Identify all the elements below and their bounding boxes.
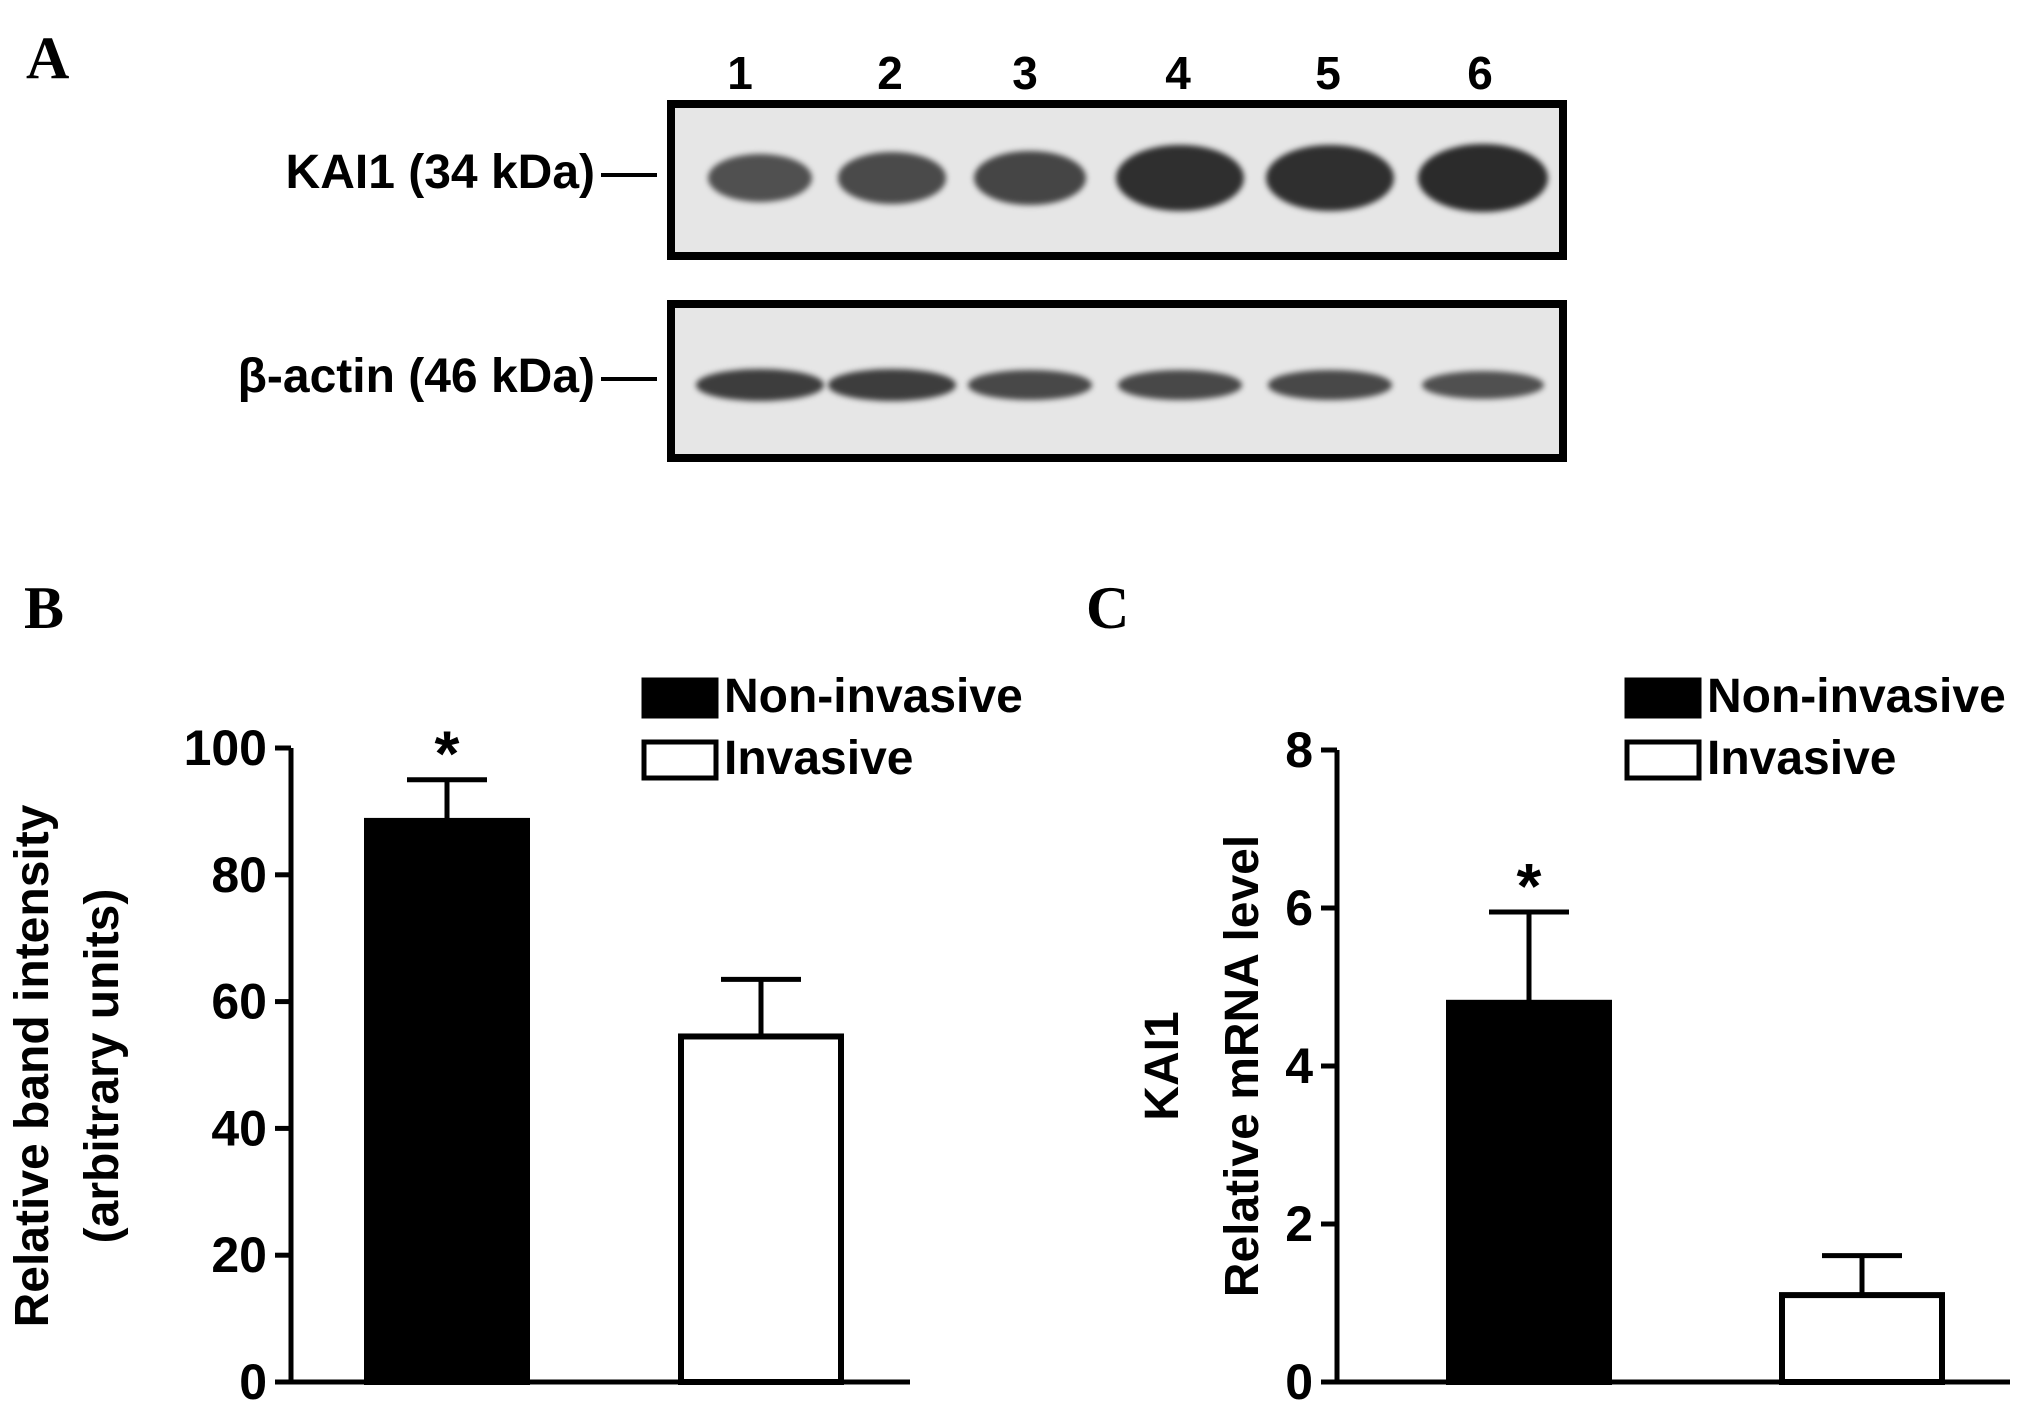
kai1-blot-membrane <box>667 100 1567 260</box>
y-tick-label: 0 <box>1285 1354 1313 1410</box>
actin-band-marker <box>601 377 657 381</box>
panel-letter-a: A <box>26 25 70 91</box>
legend-label-non-invasive: Non-invasive <box>724 670 1023 723</box>
blot-band <box>1267 370 1393 400</box>
legend-swatch-invasive <box>1624 739 1702 781</box>
lane-label: 6 <box>1467 47 1493 99</box>
y-tick-label: 80 <box>211 847 267 903</box>
y-tick-label: 60 <box>211 974 267 1030</box>
legend-swatch-non-invasive <box>641 677 719 719</box>
kai1-band-marker <box>601 173 657 177</box>
y-axis-label: (arbitrary units) <box>76 889 129 1244</box>
blot-band <box>1422 370 1544 400</box>
y-axis-label: KAI1 <box>1136 1011 1189 1120</box>
panel-letter-b: B <box>24 575 65 641</box>
blot-band <box>967 370 1093 400</box>
y-tick-label: 100 <box>184 720 267 776</box>
y-tick-label: 0 <box>239 1354 267 1410</box>
y-tick-label: 40 <box>211 1100 267 1156</box>
blot-band <box>974 150 1086 206</box>
actin-blot-membrane <box>667 300 1567 462</box>
legend-swatch-non-invasive <box>1624 677 1702 719</box>
blot-band <box>827 369 957 401</box>
lane-label: 3 <box>1012 47 1038 99</box>
bar-non-invasive <box>364 817 530 1385</box>
blot-band <box>1116 144 1244 212</box>
significance-marker: * <box>1517 850 1542 922</box>
y-axis-label: Relative mRNA level <box>1216 835 1269 1297</box>
blot-band <box>838 152 946 204</box>
blot-band <box>708 153 812 203</box>
panel-letter-c: C <box>1086 575 1130 641</box>
lane-label: 1 <box>727 47 753 99</box>
y-tick-label: 6 <box>1285 880 1313 936</box>
y-tick-label: 4 <box>1285 1038 1313 1094</box>
blot-band <box>1417 143 1549 213</box>
kai1-band-label: KAI1 (34 kDa) <box>285 146 595 199</box>
lane-label: 5 <box>1315 47 1341 99</box>
legend-label-invasive: Invasive <box>724 732 913 785</box>
bar-invasive <box>1779 1292 1945 1385</box>
y-tick-label: 20 <box>211 1227 267 1283</box>
significance-marker: * <box>435 718 460 790</box>
blot-band <box>1266 144 1394 212</box>
blot-band <box>695 369 825 401</box>
bar-non-invasive <box>1446 999 1612 1385</box>
y-tick-label: 8 <box>1285 722 1313 778</box>
blot-band <box>1117 370 1243 400</box>
lane-label: 2 <box>877 47 903 99</box>
y-axis-label: Relative band intensity <box>6 804 59 1327</box>
legend-label-invasive: Invasive <box>1707 732 1896 785</box>
legend-swatch-invasive <box>641 739 719 781</box>
lane-label: 4 <box>1165 47 1191 99</box>
actin-band-label: β-actin (46 kDa) <box>237 350 595 403</box>
legend-label-non-invasive: Non-invasive <box>1707 670 2006 723</box>
y-tick-label: 2 <box>1285 1196 1313 1252</box>
